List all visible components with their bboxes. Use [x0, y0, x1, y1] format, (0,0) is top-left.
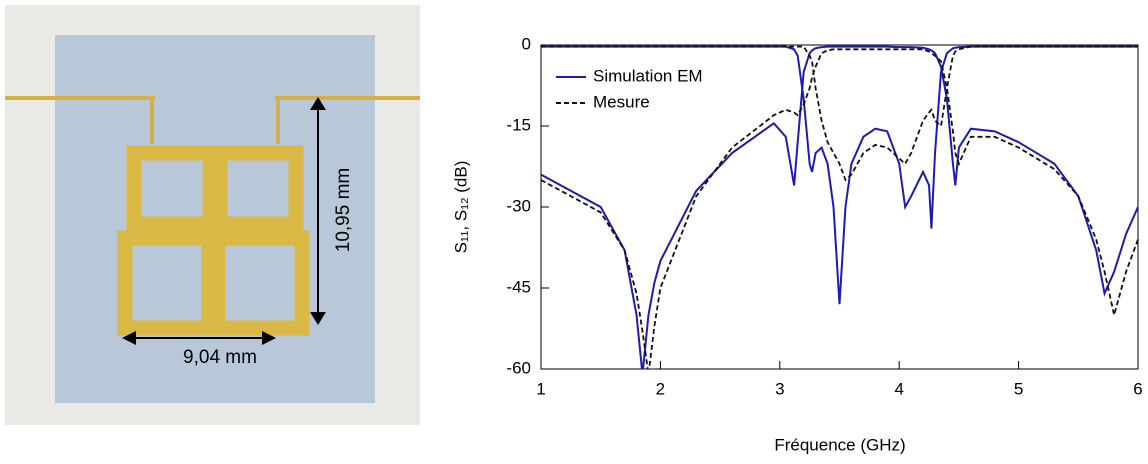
- width-label: 9,04 mm: [183, 347, 257, 368]
- legend-label: Simulation EM: [593, 66, 703, 85]
- x-axis-label: Fréquence (GHz): [774, 435, 905, 454]
- line-gap: [155, 96, 275, 100]
- x-tick-label: 2: [656, 379, 665, 398]
- y-tick-label: 0: [522, 34, 531, 53]
- y-axis-label: S₁₁, S₁₂ (dB): [451, 161, 470, 254]
- y-tick-label: -60: [506, 358, 531, 377]
- feed-stub: [276, 96, 280, 144]
- y-tick-label: -45: [506, 277, 531, 296]
- x-tick-label: 4: [894, 379, 903, 398]
- feed-stub: [150, 96, 154, 144]
- data-line: [541, 45, 1138, 369]
- data-line: [541, 45, 1138, 182]
- y-tick-label: -30: [506, 196, 531, 215]
- y-tick-label: -15: [506, 115, 531, 134]
- legend-label: Mesure: [593, 92, 650, 111]
- photo: 10,95 mm 9,04 mm: [5, 5, 420, 425]
- x-tick-label: 6: [1133, 379, 1142, 398]
- height-label: 10,95 mm: [333, 168, 354, 252]
- x-tick-label: 3: [775, 379, 784, 398]
- resonators: [117, 145, 310, 336]
- plot-area: [541, 45, 1138, 369]
- x-tick-label: 5: [1014, 379, 1023, 398]
- chart: Fréquence (GHz) S₁₁, S₁₂ (dB) 0 -15 -30 -45…: [451, 34, 1142, 454]
- data-line: [541, 48, 1138, 369]
- x-tick-label: 1: [536, 379, 545, 398]
